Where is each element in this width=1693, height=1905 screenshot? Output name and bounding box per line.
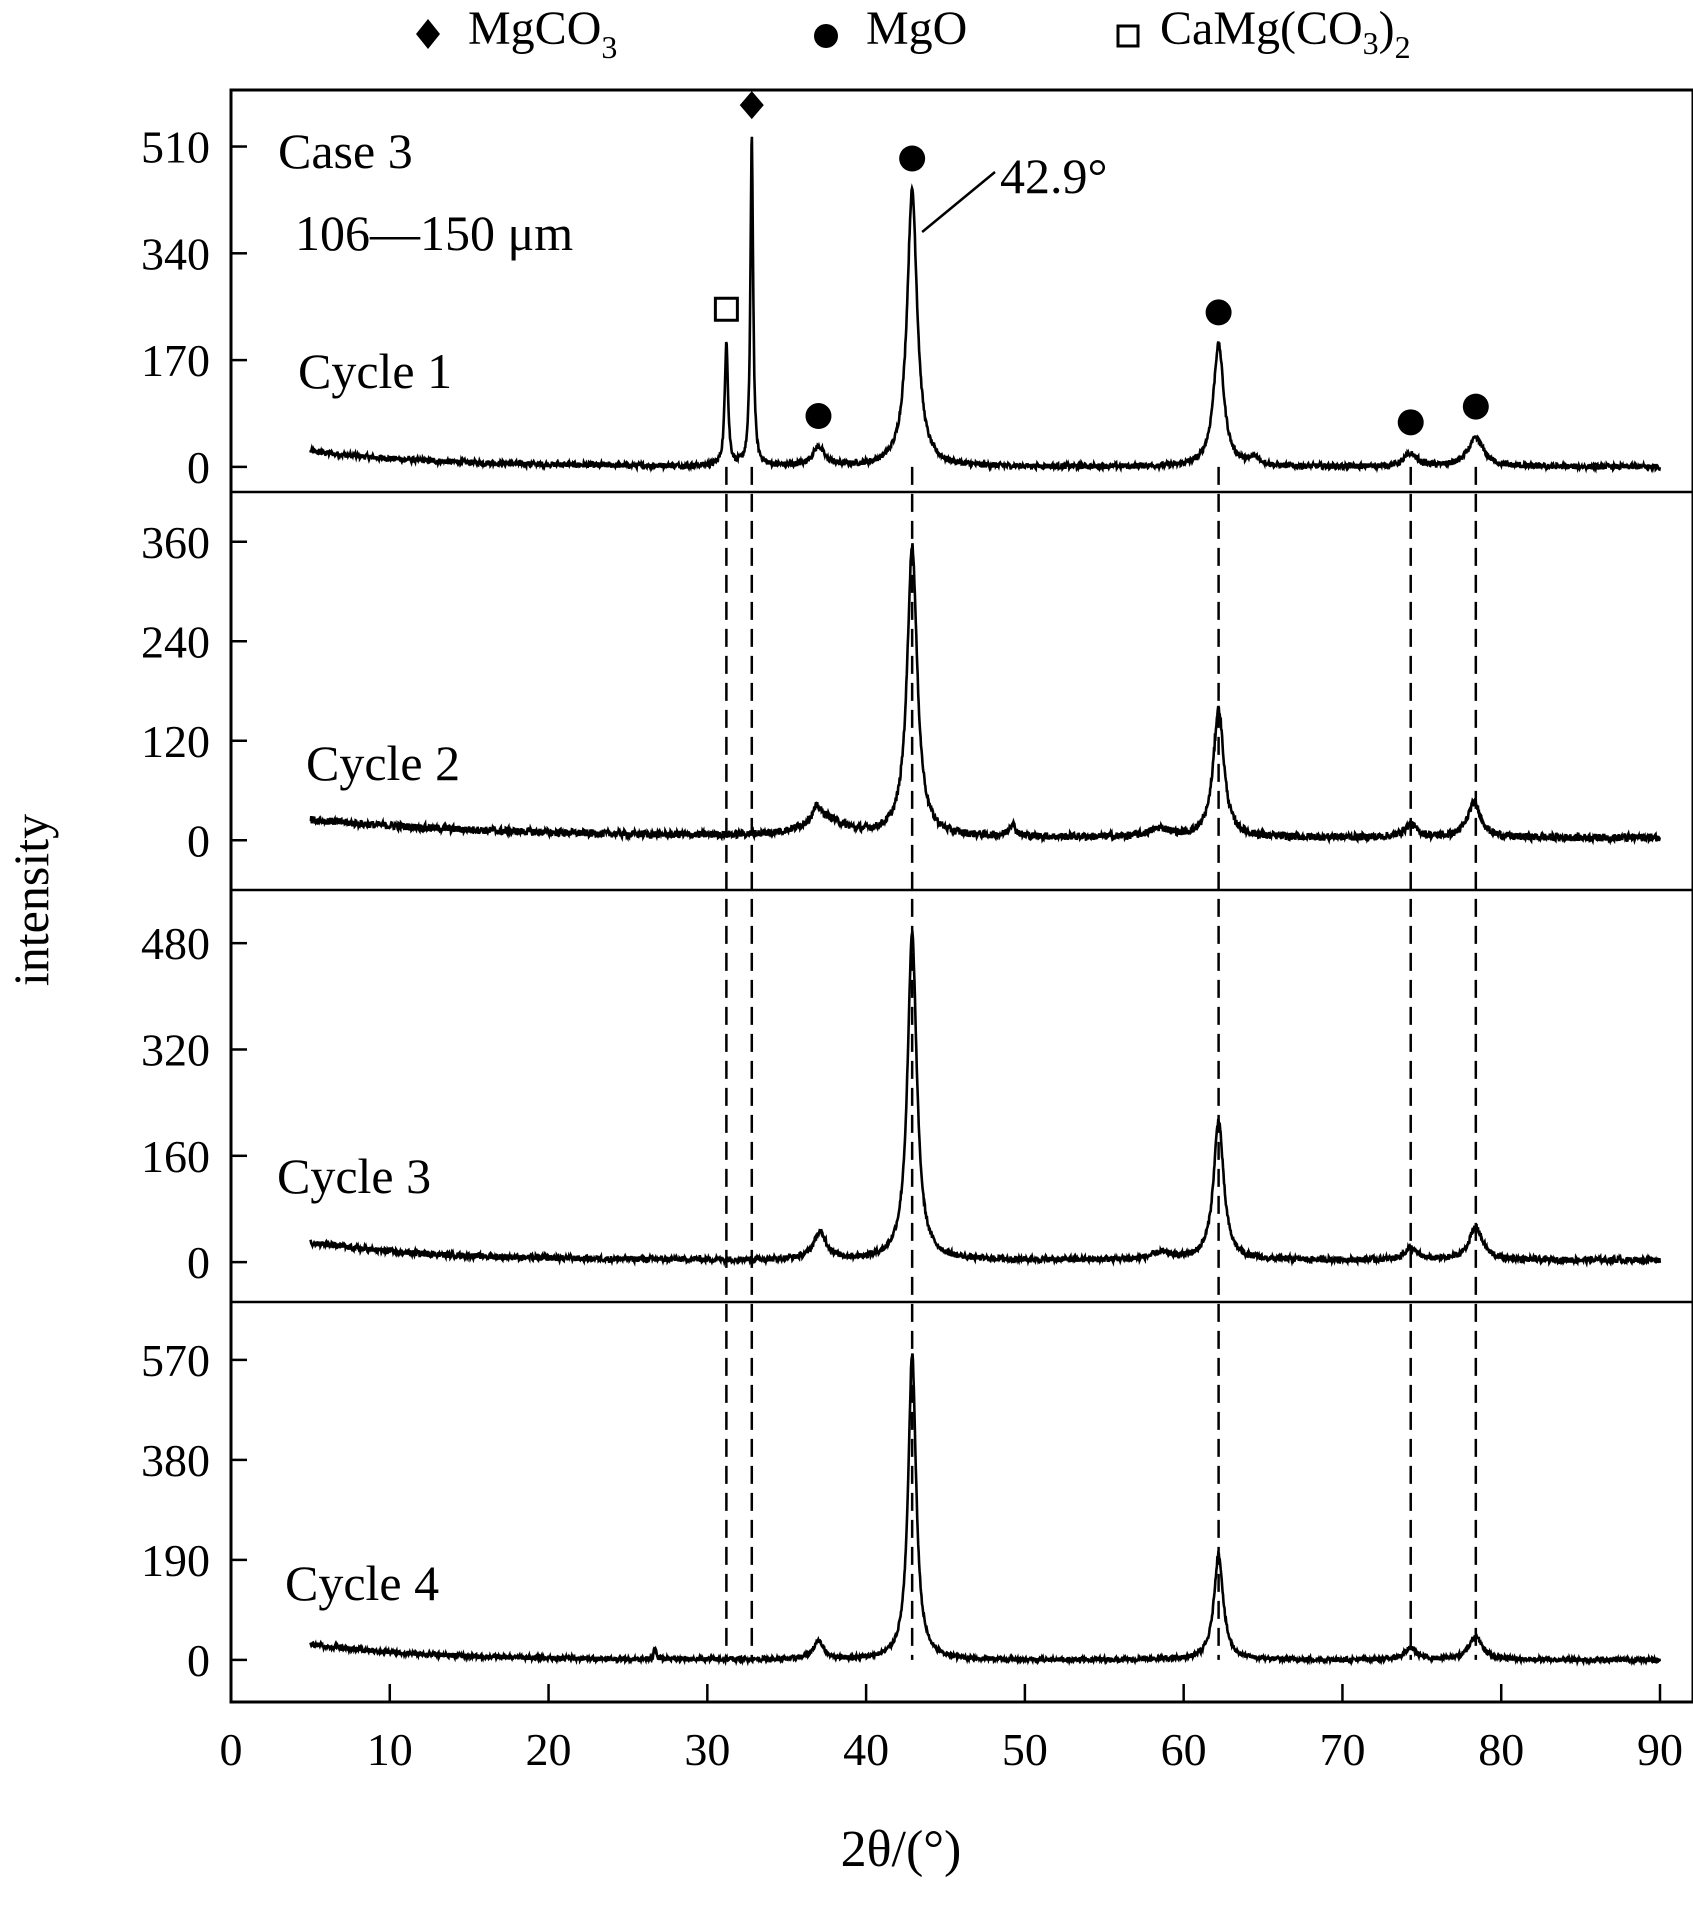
y-tick-label: 0 (187, 1635, 210, 1686)
x-tick-label: 70 (1319, 1724, 1365, 1775)
reference-lines (725, 466, 1478, 1660)
x-tick-label: 80 (1478, 1724, 1524, 1775)
y-tick-label: 570 (141, 1335, 210, 1386)
legend-square-marker (1116, 24, 1140, 48)
y-tick-label: 0 (187, 1237, 210, 1288)
trace-cycle-4 (309, 1353, 1662, 1667)
y-tick-label: 120 (141, 716, 210, 767)
y-tick-label: 170 (141, 335, 210, 386)
y-tick-label: 0 (187, 442, 210, 493)
legend-label-mgo: MgO (866, 2, 967, 55)
y-tick-label: 480 (141, 918, 210, 969)
series-label-cycle-2: Cycle 2 (306, 735, 460, 791)
legend-label-mgco3: MgCO3 (468, 2, 617, 65)
trace-cycle-3 (309, 929, 1662, 1268)
series-label-cycle-1: Cycle 1 (298, 343, 452, 399)
x-tick-label: 40 (843, 1724, 889, 1775)
plot-frame (229, 88, 1693, 1704)
x-tick-label: 10 (367, 1724, 413, 1775)
traces (309, 136, 1662, 1667)
y-axis-label: intensity (3, 814, 59, 986)
x-tick-label: 90 (1637, 1724, 1683, 1775)
mgco3-marker (739, 91, 764, 120)
trace-cycle-2 (309, 543, 1662, 846)
series-label-cycle-4: Cycle 4 (285, 1555, 439, 1611)
y-tick-label: 0 (187, 815, 210, 866)
trace-cycle-1 (309, 136, 1662, 474)
legend: MgCO3 MgO CaMg(CO3)2 (416, 2, 1411, 65)
mgo-marker (1462, 393, 1489, 420)
y-axes: 0 170 340 510 0 120 240 360 0 160 320 480 0 190 380 570 (141, 122, 247, 1686)
peak-leader-line (921, 171, 996, 233)
mgo-marker (805, 403, 832, 430)
y-tick-label: 510 (141, 122, 210, 173)
y-tick-label: 380 (141, 1435, 210, 1486)
y-tick-label: 340 (141, 228, 210, 279)
camgco32-marker (713, 296, 739, 322)
phase-markers (713, 91, 1489, 436)
x-axis: 0 10 20 30 40 50 60 70 80 90 (220, 1684, 1683, 1775)
y-tick-label: 320 (141, 1024, 210, 1075)
x-tick-label: 0 (220, 1724, 243, 1775)
mgo-marker (1205, 299, 1232, 326)
x-axis-label: 2θ/(°) (841, 1821, 962, 1878)
x-tick-label: 20 (526, 1724, 572, 1775)
y-tick-label: 160 (141, 1131, 210, 1182)
peak-label: 42.9° (1000, 148, 1108, 204)
mgo-marker (899, 145, 926, 172)
legend-label-camgco32: CaMg(CO3)2 (1160, 2, 1411, 65)
series-label-cycle-3: Cycle 3 (277, 1148, 431, 1204)
legend-circle-marker (814, 24, 838, 48)
mgo-marker (1397, 409, 1424, 436)
case-label: Case 3 (278, 123, 413, 179)
x-tick-label: 30 (684, 1724, 730, 1775)
x-tick-label: 60 (1161, 1724, 1207, 1775)
y-tick-label: 360 (141, 517, 210, 568)
x-tick-label: 50 (1002, 1724, 1048, 1775)
y-tick-label: 190 (141, 1535, 210, 1586)
y-tick-label: 240 (141, 616, 210, 667)
legend-diamond-marker (416, 19, 440, 49)
size-range-label: 106—150 μm (295, 205, 573, 261)
